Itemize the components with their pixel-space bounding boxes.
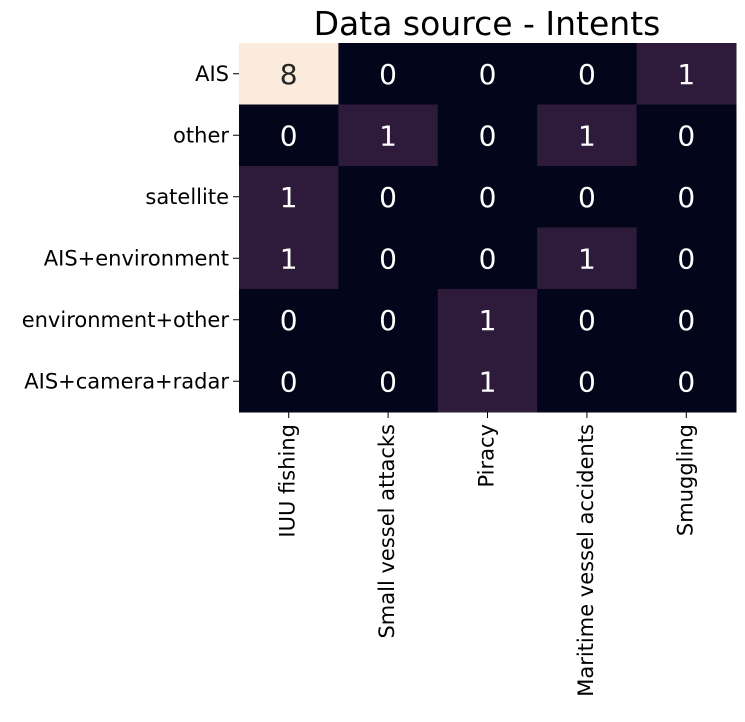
cell-value-label: 0 xyxy=(379,365,397,398)
cell-value-label: 0 xyxy=(379,304,397,337)
heatmap-cells xyxy=(239,43,737,413)
x-tick-label: Piracy xyxy=(475,424,499,488)
heatmap-cell xyxy=(338,166,439,228)
cell-value-label: 1 xyxy=(578,119,596,152)
heatmap-cell xyxy=(636,289,737,351)
heatmap-cell xyxy=(239,227,339,290)
y-tick-label: environment+other xyxy=(22,308,230,332)
cell-value-label: 0 xyxy=(578,304,596,337)
heatmap-cell xyxy=(636,104,737,167)
cell-value-label: 0 xyxy=(479,58,497,91)
cell-value-label: 0 xyxy=(578,365,596,398)
heatmap-cell xyxy=(437,350,538,413)
cell-value-label: 0 xyxy=(379,58,397,91)
cell-value-label: 0 xyxy=(677,181,695,214)
y-tick-label: satellite xyxy=(145,185,229,209)
x-tick-label: IUU fishing xyxy=(276,424,300,538)
heatmap-cell xyxy=(239,350,339,413)
heatmap-cell xyxy=(338,104,439,167)
heatmap-cell xyxy=(537,289,638,351)
heatmap-cell xyxy=(636,43,737,105)
heatmap-cell xyxy=(636,227,737,290)
cell-value-label: 0 xyxy=(280,119,298,152)
y-tick-label: other xyxy=(173,123,229,147)
cell-value-label: 0 xyxy=(578,58,596,91)
cell-value-label: 0 xyxy=(280,304,298,337)
cell-value-label: 0 xyxy=(677,365,695,398)
heatmap-cell xyxy=(239,166,339,228)
heatmap-cell xyxy=(437,43,538,105)
y-tick-label: AIS xyxy=(195,62,229,86)
heatmap-cell xyxy=(636,350,737,413)
cell-value-label: 8 xyxy=(280,58,298,91)
y-tick-label: AIS+camera+radar xyxy=(24,369,229,393)
heatmap-cell xyxy=(338,289,439,351)
cell-value-label: 1 xyxy=(479,365,497,398)
heatmap-cell xyxy=(338,43,439,105)
heatmap-cell xyxy=(636,166,737,228)
heatmap-cell xyxy=(537,350,638,413)
cell-value-label: 0 xyxy=(578,181,596,214)
cell-value-label: 0 xyxy=(379,181,397,214)
cell-value-label: 1 xyxy=(379,119,397,152)
y-axis: AIS other satellite AIS+environment environm… xyxy=(22,62,239,393)
y-tick-label: AIS+environment xyxy=(44,246,229,270)
heatmap-cell xyxy=(537,166,638,228)
x-axis: IUU fishing Small vessel attacks Piracy Mar… xyxy=(276,412,697,697)
heatmap-cell xyxy=(437,227,538,290)
cell-value-label: 0 xyxy=(479,181,497,214)
cell-labels: 8 0 0 0 1 0 1 0 1 0 1 0 0 0 0 1 0 0 1 0 0 0 1 0 0 0 0 1 0 0 xyxy=(280,58,695,399)
cell-value-label: 0 xyxy=(677,242,695,275)
x-tick-label: Small vessel attacks xyxy=(375,424,399,639)
cell-value-label: 1 xyxy=(578,242,596,275)
heatmap-cell xyxy=(537,227,638,290)
heatmap-cell xyxy=(437,289,538,351)
cell-value-label: 0 xyxy=(379,242,397,275)
cell-value-label: 0 xyxy=(280,365,298,398)
heatmap-cell xyxy=(338,227,439,290)
heatmap-cell xyxy=(537,43,638,105)
cell-value-label: 0 xyxy=(479,119,497,152)
cell-value-label: 0 xyxy=(677,304,695,337)
cell-value-label: 1 xyxy=(280,181,298,214)
x-tick-label: Smuggling xyxy=(673,424,697,536)
chart-title: Data source - Intents xyxy=(314,4,661,43)
heatmap-cell xyxy=(239,104,339,167)
heatmap-cell xyxy=(437,104,538,167)
cell-value-label: 1 xyxy=(479,304,497,337)
x-tick-label: Maritime vessel accidents xyxy=(574,424,598,697)
cell-value-label: 1 xyxy=(280,242,298,275)
cell-value-label: 0 xyxy=(677,119,695,152)
cell-value-label: 0 xyxy=(479,242,497,275)
heatmap-cell xyxy=(338,350,439,413)
heatmap-cell xyxy=(537,104,638,167)
heatmap-cell xyxy=(239,289,339,351)
heatmap-cell xyxy=(239,43,339,105)
cell-value-label: 1 xyxy=(677,58,695,91)
heatmap-cell xyxy=(437,166,538,228)
